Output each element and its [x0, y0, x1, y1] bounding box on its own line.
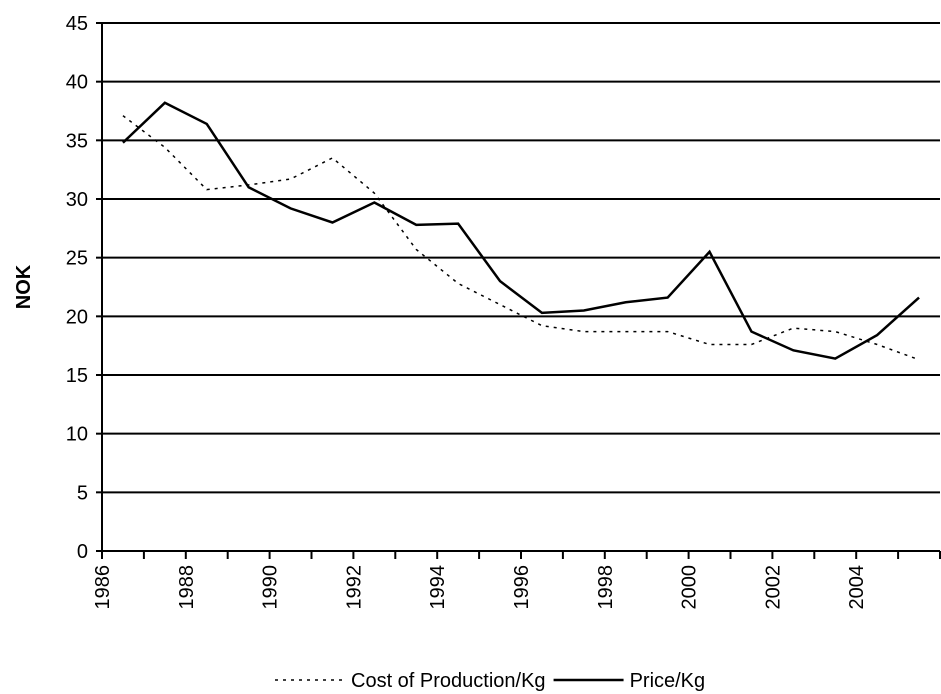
legend-label: Cost of Production/Kg — [351, 670, 546, 692]
x-tick-label: 2004 — [846, 565, 868, 610]
y-tick-label: 45 — [66, 13, 88, 35]
y-axis-label: NOK — [13, 264, 35, 309]
x-tick-label: 1986 — [92, 565, 114, 610]
x-tick-label: 1990 — [260, 565, 282, 610]
y-tick-label: 15 — [66, 365, 88, 387]
y-tick-label: 5 — [77, 482, 88, 504]
y-tick-label: 30 — [66, 189, 88, 211]
x-tick-label: 1996 — [511, 565, 533, 610]
x-tick-label: 2002 — [762, 565, 784, 610]
y-tick-label: 0 — [77, 541, 88, 563]
x-tick-label: 2000 — [679, 565, 701, 610]
x-tick-label: 1998 — [595, 565, 617, 610]
legend-label: Price/Kg — [630, 670, 706, 692]
y-tick-label: 35 — [66, 130, 88, 152]
x-tick-label: 1994 — [427, 565, 449, 610]
y-tick-label: 25 — [66, 248, 88, 270]
y-tick-label: 10 — [66, 424, 88, 446]
series-line — [122, 101, 920, 360]
y-tick-label: 40 — [66, 72, 88, 94]
x-tick-label: 1988 — [176, 565, 198, 610]
series-line — [122, 115, 920, 361]
x-tick-label: 1992 — [343, 565, 365, 610]
y-tick-label: 20 — [66, 306, 88, 328]
